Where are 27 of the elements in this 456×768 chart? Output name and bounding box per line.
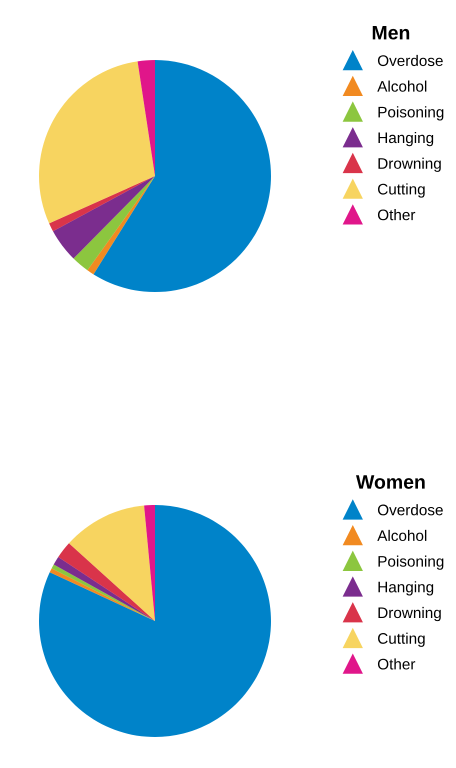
pie-slice [53,176,155,259]
legend-label: Hanging [378,132,434,146]
pie-slice [49,176,155,232]
pie-slice [39,61,155,224]
legend-label: Poisoning [378,106,444,120]
pie-slice [138,60,155,176]
pie-slice [87,176,155,274]
legend-label: Drowning [378,158,441,172]
legend-label: Hanging [378,581,434,596]
pie-slice [39,505,271,737]
pie-slice [73,176,155,270]
pie-slice [93,60,271,292]
legend-label: Other [378,209,416,220]
legend-label: Overdose [378,504,443,516]
legend-label: Overdose [378,54,443,66]
legend-label: Alcohol [377,530,426,542]
legend-label: Cutting [378,183,425,198]
legend-label: Drowning [378,606,441,622]
legend-label: Cutting [378,632,425,647]
legend-title: Women [356,475,425,489]
pie-slice [58,543,155,621]
legend-title: Men [372,26,410,40]
legend-label: Alcohol [377,80,426,92]
pie-slice [144,505,155,621]
legend-label: Poisoning [378,556,444,570]
pie-slice [68,506,155,621]
legend-label: Other [378,658,416,670]
